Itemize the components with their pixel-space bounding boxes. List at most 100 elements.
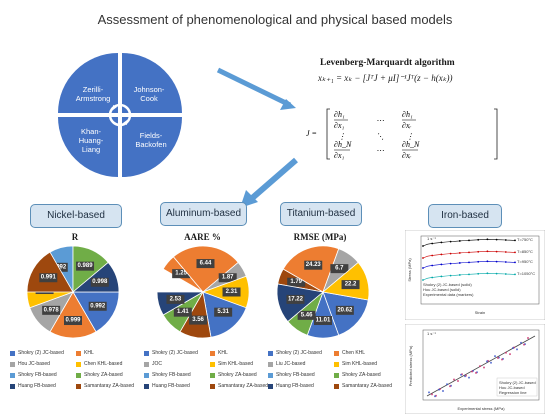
svg-text:∂h₁: ∂h₁ <box>402 110 413 119</box>
pie-value-label: 2.31 <box>222 287 241 297</box>
legend-label: Shokry FB-based <box>276 372 315 378</box>
legend-label: Samantaray ZA-based <box>218 383 269 389</box>
pie-value-label: 0.991 <box>39 273 58 283</box>
scatter-point <box>490 361 492 364</box>
experimental-marker <box>477 272 480 275</box>
legend-swatch <box>268 350 273 356</box>
model-label-johnson-cook: Johnson-Cook <box>134 85 165 103</box>
legend-item: Shokry FB-based <box>10 372 57 378</box>
legend-item: KHL <box>210 350 228 356</box>
scatter-point <box>446 383 448 386</box>
legend-item: Huang FB-based <box>10 383 56 389</box>
legend-label: Shokry (2) JC-based <box>152 350 198 356</box>
legend-swatch <box>76 350 81 356</box>
legend-line-3: Experimental data (markers) <box>423 292 474 297</box>
legend-swatch <box>76 383 81 389</box>
svg-text:20.62: 20.62 <box>337 307 353 313</box>
experimental-marker <box>486 260 489 263</box>
experimental-marker <box>477 260 480 263</box>
scatter-point <box>501 358 503 361</box>
algorithm-title: Levenberg-Marquardt algorithm <box>320 58 455 68</box>
scatter-point <box>431 393 433 396</box>
svg-text:1.79: 1.79 <box>290 279 302 285</box>
pie-value-label: 24.23 <box>304 260 323 270</box>
pie-value-label: 0.978 <box>42 305 61 315</box>
scatter-point <box>520 341 522 344</box>
scatter-point <box>457 379 459 382</box>
pie-value-label: 1.41 <box>173 307 192 317</box>
svg-text:⋯: ⋯ <box>376 116 384 125</box>
legend-item: Shokry ZA-based <box>334 372 381 378</box>
experimental-marker <box>504 239 507 241</box>
svg-text:3.56: 3.56 <box>192 317 204 323</box>
legend-label: Chen KHL <box>342 350 366 356</box>
scatter-point <box>438 388 440 391</box>
svg-text:2.53: 2.53 <box>170 296 182 302</box>
scatter-point <box>453 378 455 381</box>
experimental-marker <box>440 275 443 278</box>
pie-chart-titanium: 20.62 1.79 24.23 6.7 22.2 11.015.46 17.22 <box>276 245 370 339</box>
legend-item: Shokry FB-based <box>144 372 191 378</box>
legend-swatch <box>268 361 273 367</box>
experimental-marker <box>458 274 461 276</box>
experimental-marker <box>468 261 470 264</box>
experimental-marker <box>514 239 516 242</box>
svg-text:0.989: 0.989 <box>78 263 94 269</box>
svg-text:∂x₁: ∂x₁ <box>334 151 345 160</box>
legend-item: Sim KHL-based <box>334 361 377 367</box>
quadrant-johnson-cook <box>122 53 182 113</box>
experimental-marker <box>431 242 434 245</box>
legend-item: KHL <box>76 350 94 356</box>
svg-text:22.2: 22.2 <box>345 282 357 288</box>
temperature-label: T=950°C <box>517 259 533 264</box>
experimental-marker <box>458 262 461 264</box>
legend-label: Shokry ZA-based <box>218 372 257 378</box>
legend-label: Huang FB-based <box>152 383 190 389</box>
svg-text:∂x₁: ∂x₁ <box>334 121 345 130</box>
legend-label: Liu JC-based <box>276 361 306 367</box>
quadrant-khan-huang-liang <box>58 117 118 177</box>
scatter-point <box>523 343 525 346</box>
pie-chart-aluminum: 5.31 1.25 6.44 1.87 2.31 3.561.41 2.53 <box>156 245 250 339</box>
scatter-point <box>494 355 496 358</box>
svg-text:∂h_N: ∂h_N <box>402 140 420 149</box>
y-axis-label: Stress (MPa) <box>407 258 412 282</box>
experimental-marker <box>495 272 498 275</box>
legend-label: Shokry FB-based <box>18 372 57 378</box>
experimental-marker <box>477 238 480 241</box>
pie-value-label: 20.62 <box>335 305 354 315</box>
experimental-marker <box>468 239 470 242</box>
experimental-marker <box>431 264 434 267</box>
scatter-legend-3: Regression line <box>499 390 527 395</box>
experimental-marker <box>495 250 498 253</box>
metric-label-nickel: R <box>71 232 79 242</box>
experimental-marker <box>514 261 516 264</box>
jacobian-matrix: J = ∂h₁ ∂x₁ ⋯ ∂h₁ ∂xᵣ ⋮ ⋱ ⋮ ∂h_N ∂x₁ ⋯ ∂h_N ∂x… <box>306 108 498 160</box>
page-title: Assessment of phenomenological and physi… <box>97 12 453 27</box>
experimental-marker <box>449 262 452 265</box>
iron-predicted-vs-experimental-plot: 1 s⁻¹ Predicted stress (MPa) Experimenta… <box>405 324 545 414</box>
legend-item: JOC <box>144 361 162 367</box>
scatter-point <box>471 370 473 373</box>
experimental-marker <box>458 252 461 254</box>
legend-item: Chen KHL-based <box>76 361 122 367</box>
svg-text:1.87: 1.87 <box>222 275 234 281</box>
svg-text:∂xᵣ: ∂xᵣ <box>402 121 412 130</box>
experimental-marker <box>468 251 470 254</box>
legend-swatch <box>144 350 149 356</box>
svg-text:6.44: 6.44 <box>200 261 212 267</box>
experimental-marker <box>486 272 489 275</box>
legend-swatch <box>144 383 149 389</box>
temperature-label: T=850°C <box>517 249 533 254</box>
legend-swatch <box>334 383 339 389</box>
legend-swatch <box>10 350 15 356</box>
legend-item: Shokry (2) JC-based <box>144 350 198 356</box>
down-left-arrow-icon <box>240 157 298 208</box>
strain-rate-label-2: 1 s⁻¹ <box>427 331 436 336</box>
legend-label: Huang FB-based <box>276 383 314 389</box>
legend-label: Shokry (2) JC-based <box>18 350 64 356</box>
legend-item: Shokry FB-based <box>268 372 315 378</box>
pie-value-label: 0.999 <box>64 316 82 326</box>
metric-label-titanium: RMSE (MPa) <box>293 232 347 242</box>
legend-swatch <box>10 383 15 389</box>
